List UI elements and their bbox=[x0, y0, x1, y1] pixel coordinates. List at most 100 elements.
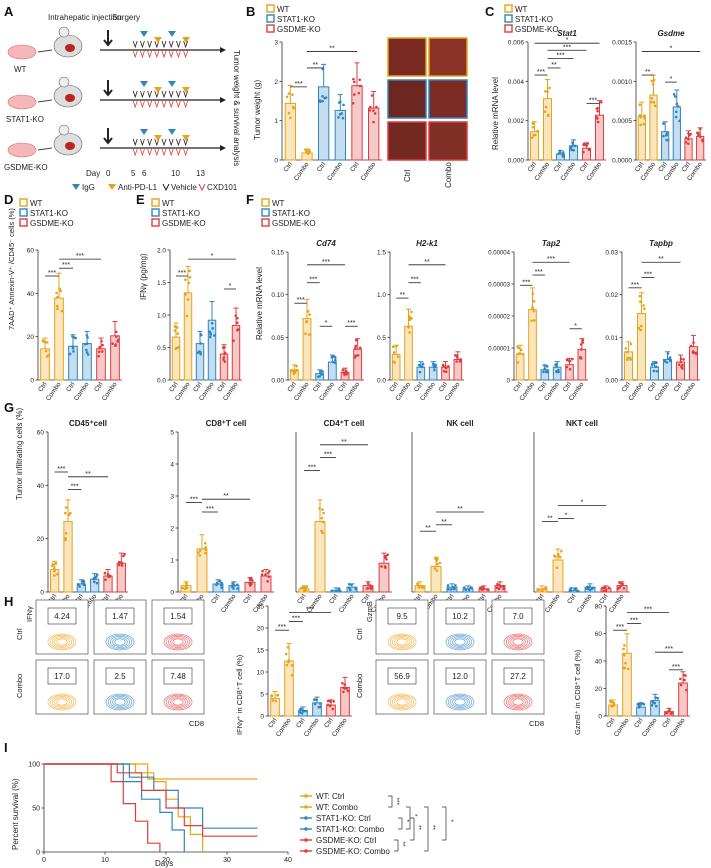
data-point bbox=[654, 365, 658, 369]
data-point bbox=[223, 351, 227, 354]
data-point bbox=[222, 356, 226, 359]
data-point bbox=[600, 586, 604, 590]
legend-stat1: STAT1-KO bbox=[272, 209, 310, 218]
significance-stars: *** bbox=[665, 646, 673, 653]
data-point bbox=[462, 586, 466, 590]
data-point bbox=[582, 150, 585, 154]
y-tick-label: 80 bbox=[595, 604, 603, 611]
anti-pdl1-mark bbox=[154, 135, 162, 141]
y-tick-label: 0.006 bbox=[508, 40, 525, 47]
igg-mark bbox=[168, 129, 176, 135]
x-tick-label: Ctrl bbox=[444, 593, 456, 606]
anti-pdl1-mark bbox=[182, 37, 190, 43]
data-point bbox=[622, 647, 625, 651]
data-point bbox=[204, 545, 207, 549]
legend-anti-pdl1: Anti-PD-L1 bbox=[118, 183, 158, 192]
data-point bbox=[271, 699, 275, 702]
data-point bbox=[354, 346, 357, 350]
x-tick-label: 40 bbox=[284, 857, 292, 864]
y-tick-label: 0.02 bbox=[605, 292, 618, 299]
data-point bbox=[680, 365, 683, 369]
x-tick-label: Ctrl bbox=[349, 161, 361, 174]
flow-contour bbox=[107, 694, 133, 710]
flow-contour bbox=[396, 638, 408, 646]
significance-stars: *** bbox=[71, 484, 79, 491]
data-point bbox=[386, 553, 389, 557]
data-point bbox=[358, 78, 361, 82]
significance-stars: *** bbox=[48, 270, 56, 277]
data-point bbox=[331, 360, 335, 364]
data-point bbox=[349, 588, 352, 591]
data-point bbox=[638, 113, 642, 117]
data-point bbox=[687, 137, 690, 141]
y-tick-label: 10 bbox=[257, 670, 265, 677]
data-point bbox=[319, 705, 322, 709]
legend-swatch-gsdme bbox=[19, 218, 28, 227]
photo-label-combo: Combo bbox=[444, 162, 453, 188]
y-tick-label: 0 bbox=[274, 158, 278, 165]
x-tick-label: 0 bbox=[42, 857, 46, 864]
data-point bbox=[103, 571, 107, 575]
data-point bbox=[183, 587, 187, 591]
x-tick-label: Ctrl bbox=[413, 381, 425, 394]
panel-a: A Intrahepatic injection Surgery WT STAT… bbox=[4, 4, 241, 192]
data-point bbox=[622, 653, 626, 657]
vehicle-check-icon bbox=[162, 183, 170, 192]
data-point bbox=[56, 304, 59, 308]
flow-contour bbox=[454, 698, 466, 706]
vehicle-mark bbox=[168, 90, 174, 99]
data-point bbox=[220, 581, 223, 585]
cxd101-mark bbox=[154, 100, 160, 109]
legend-igg: IgG bbox=[82, 183, 95, 192]
data-point bbox=[643, 307, 646, 311]
flow-gate bbox=[163, 607, 193, 625]
data-point bbox=[67, 513, 71, 517]
data-point bbox=[531, 122, 535, 125]
data-point bbox=[433, 368, 436, 372]
data-point bbox=[600, 100, 603, 104]
data-point bbox=[625, 350, 629, 354]
significance-stars: *** bbox=[672, 664, 680, 671]
data-point bbox=[555, 370, 558, 373]
cxd101-mark bbox=[140, 50, 145, 59]
significance-stars: ** bbox=[551, 62, 557, 69]
data-point bbox=[120, 564, 124, 567]
data-point bbox=[175, 326, 179, 329]
flow-contour bbox=[110, 636, 131, 649]
legend-swatch-gsdme bbox=[266, 24, 275, 33]
data-point bbox=[335, 589, 338, 593]
significance-stars: ** bbox=[425, 525, 431, 532]
data-point bbox=[608, 699, 612, 702]
data-point bbox=[642, 304, 645, 307]
legend-gsdme: GSDME-KO bbox=[30, 219, 74, 228]
x-tick-label: Ctrl bbox=[316, 161, 328, 174]
data-point bbox=[328, 699, 332, 703]
data-point bbox=[211, 327, 215, 330]
significance-bracket bbox=[410, 817, 415, 841]
x-tick-label: Ctrl bbox=[673, 381, 685, 394]
bar bbox=[96, 348, 106, 381]
data-point bbox=[53, 574, 56, 577]
significance-stars: * bbox=[325, 320, 328, 327]
data-point bbox=[71, 345, 75, 348]
cxd101-mark bbox=[147, 50, 152, 59]
legend-marker bbox=[304, 849, 308, 853]
flow-gate bbox=[503, 607, 533, 625]
flow-contour bbox=[396, 698, 408, 706]
significance-stars: *** bbox=[522, 279, 530, 286]
panel-label-e: E bbox=[136, 192, 145, 207]
data-point bbox=[451, 585, 455, 589]
data-point bbox=[679, 360, 683, 364]
flow-gate bbox=[387, 667, 417, 685]
y-tick-label: 0.00 bbox=[605, 378, 618, 385]
vehicle-mark bbox=[176, 40, 181, 49]
legend-marker bbox=[304, 838, 308, 842]
data-point bbox=[446, 584, 450, 587]
data-point bbox=[555, 362, 558, 366]
significance-stars: *** bbox=[295, 81, 303, 88]
flow-contour bbox=[394, 637, 410, 647]
data-point bbox=[84, 342, 87, 346]
data-point bbox=[54, 562, 58, 565]
data-point bbox=[679, 677, 682, 681]
